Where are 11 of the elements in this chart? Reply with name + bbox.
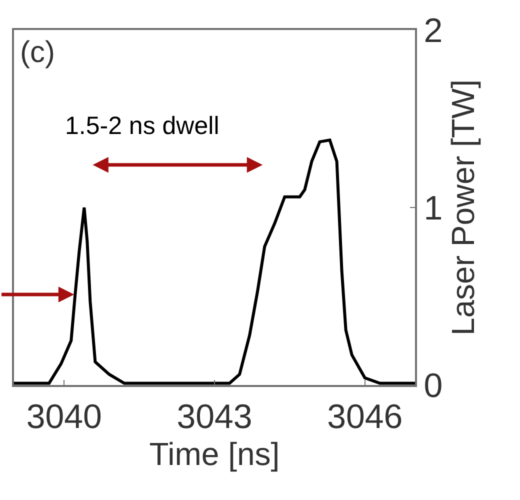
y-tick-label: 0 bbox=[424, 366, 443, 405]
x-tick-label: 3040 bbox=[26, 398, 102, 436]
x-tick-label: 3043 bbox=[176, 398, 252, 436]
y-tick-label: 1 bbox=[424, 189, 443, 228]
x-axis-title: Time [ns] bbox=[149, 436, 280, 472]
annotation: 1.5-2 ns dwell bbox=[65, 112, 220, 140]
x-tick-label: 3046 bbox=[327, 398, 403, 436]
annotation: (c) bbox=[20, 36, 55, 69]
y-tick-label: 2 bbox=[424, 12, 443, 50]
line-series bbox=[14, 138, 415, 385]
y-axis-title: Laser Power [TW] bbox=[445, 79, 482, 336]
